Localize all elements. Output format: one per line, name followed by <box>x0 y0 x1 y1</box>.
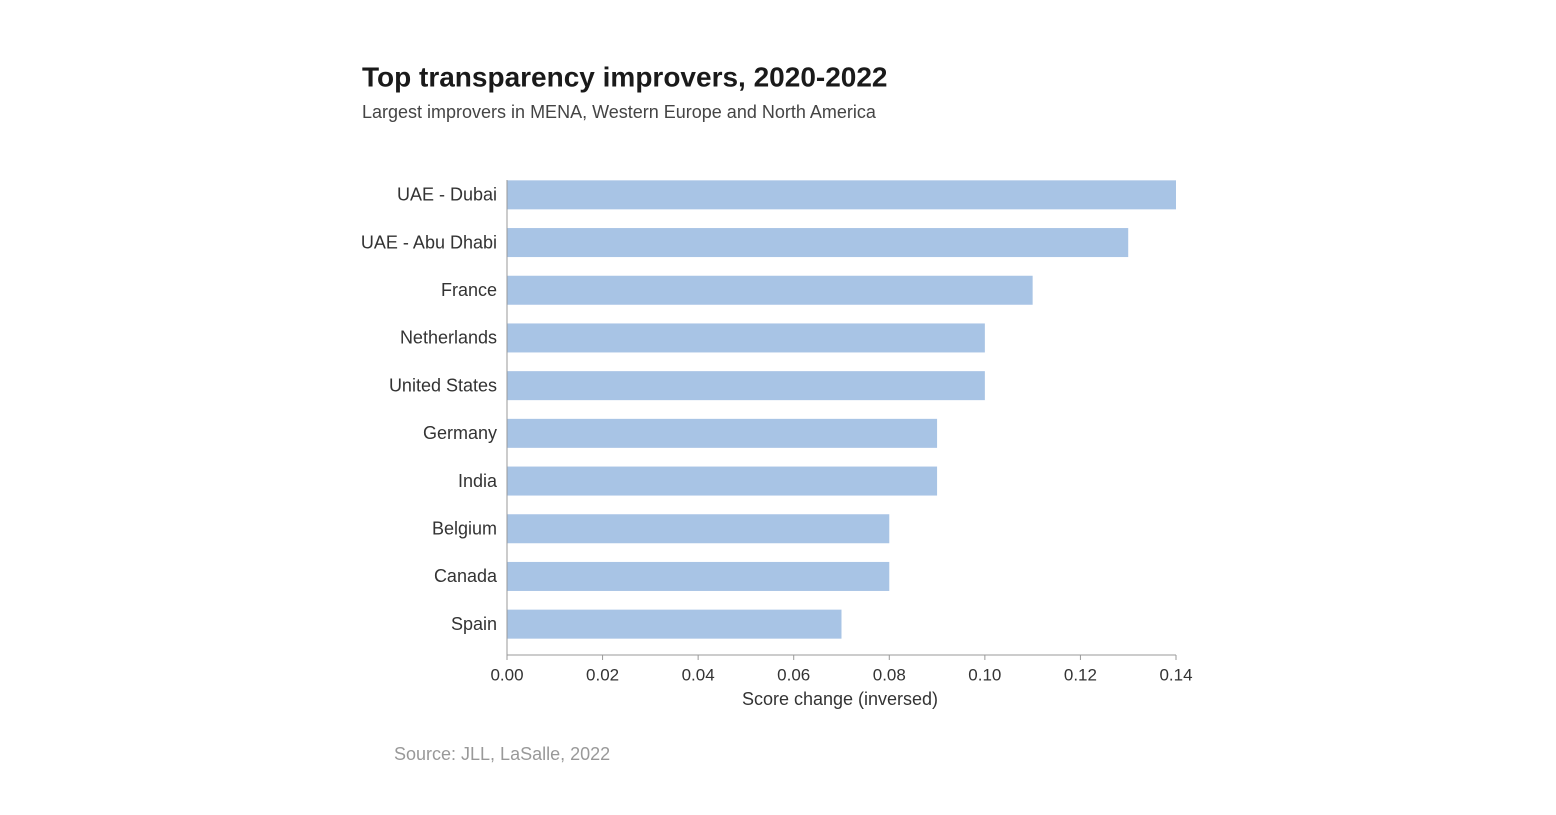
chart-subtitle: Largest improvers in MENA, Western Europ… <box>362 102 877 122</box>
x-tick-label: 0.06 <box>777 665 810 684</box>
x-tick-label: 0.08 <box>873 665 906 684</box>
x-tick-label: 0.04 <box>682 665 715 684</box>
y-tick-label: Belgium <box>432 519 497 539</box>
y-tick-label: France <box>441 280 497 300</box>
chart-title: Top transparency improvers, 2020-2022 <box>362 61 888 92</box>
y-tick-label: UAE - Dubai <box>397 185 497 205</box>
y-tick-label: Germany <box>423 423 497 443</box>
y-tick-label: UAE - Abu Dhabi <box>361 232 497 252</box>
bar <box>507 180 1176 210</box>
y-tick-label: India <box>458 471 498 491</box>
x-tick-label: 0.12 <box>1064 665 1097 684</box>
x-tick-label: 0.10 <box>968 665 1001 684</box>
source: Source: JLL, LaSalle, 2022 <box>394 744 610 764</box>
y-tick-label: Spain <box>451 614 497 634</box>
y-tick-label: United States <box>389 375 497 395</box>
bar <box>507 561 890 591</box>
x-tick-label: 0.02 <box>586 665 619 684</box>
bar <box>507 514 890 544</box>
bar <box>507 466 938 496</box>
y-tick-label: Canada <box>434 566 498 586</box>
bar <box>507 609 842 639</box>
bar <box>507 418 938 448</box>
y-tick-label: Netherlands <box>400 328 497 348</box>
x-tick-label: 0.14 <box>1159 665 1192 684</box>
bar <box>507 371 985 401</box>
bar <box>507 275 1033 305</box>
x-tick-label: 0.00 <box>490 665 523 684</box>
bar <box>507 323 985 353</box>
x-axis-label: Score change (inversed) <box>742 689 938 709</box>
bar <box>507 228 1129 258</box>
